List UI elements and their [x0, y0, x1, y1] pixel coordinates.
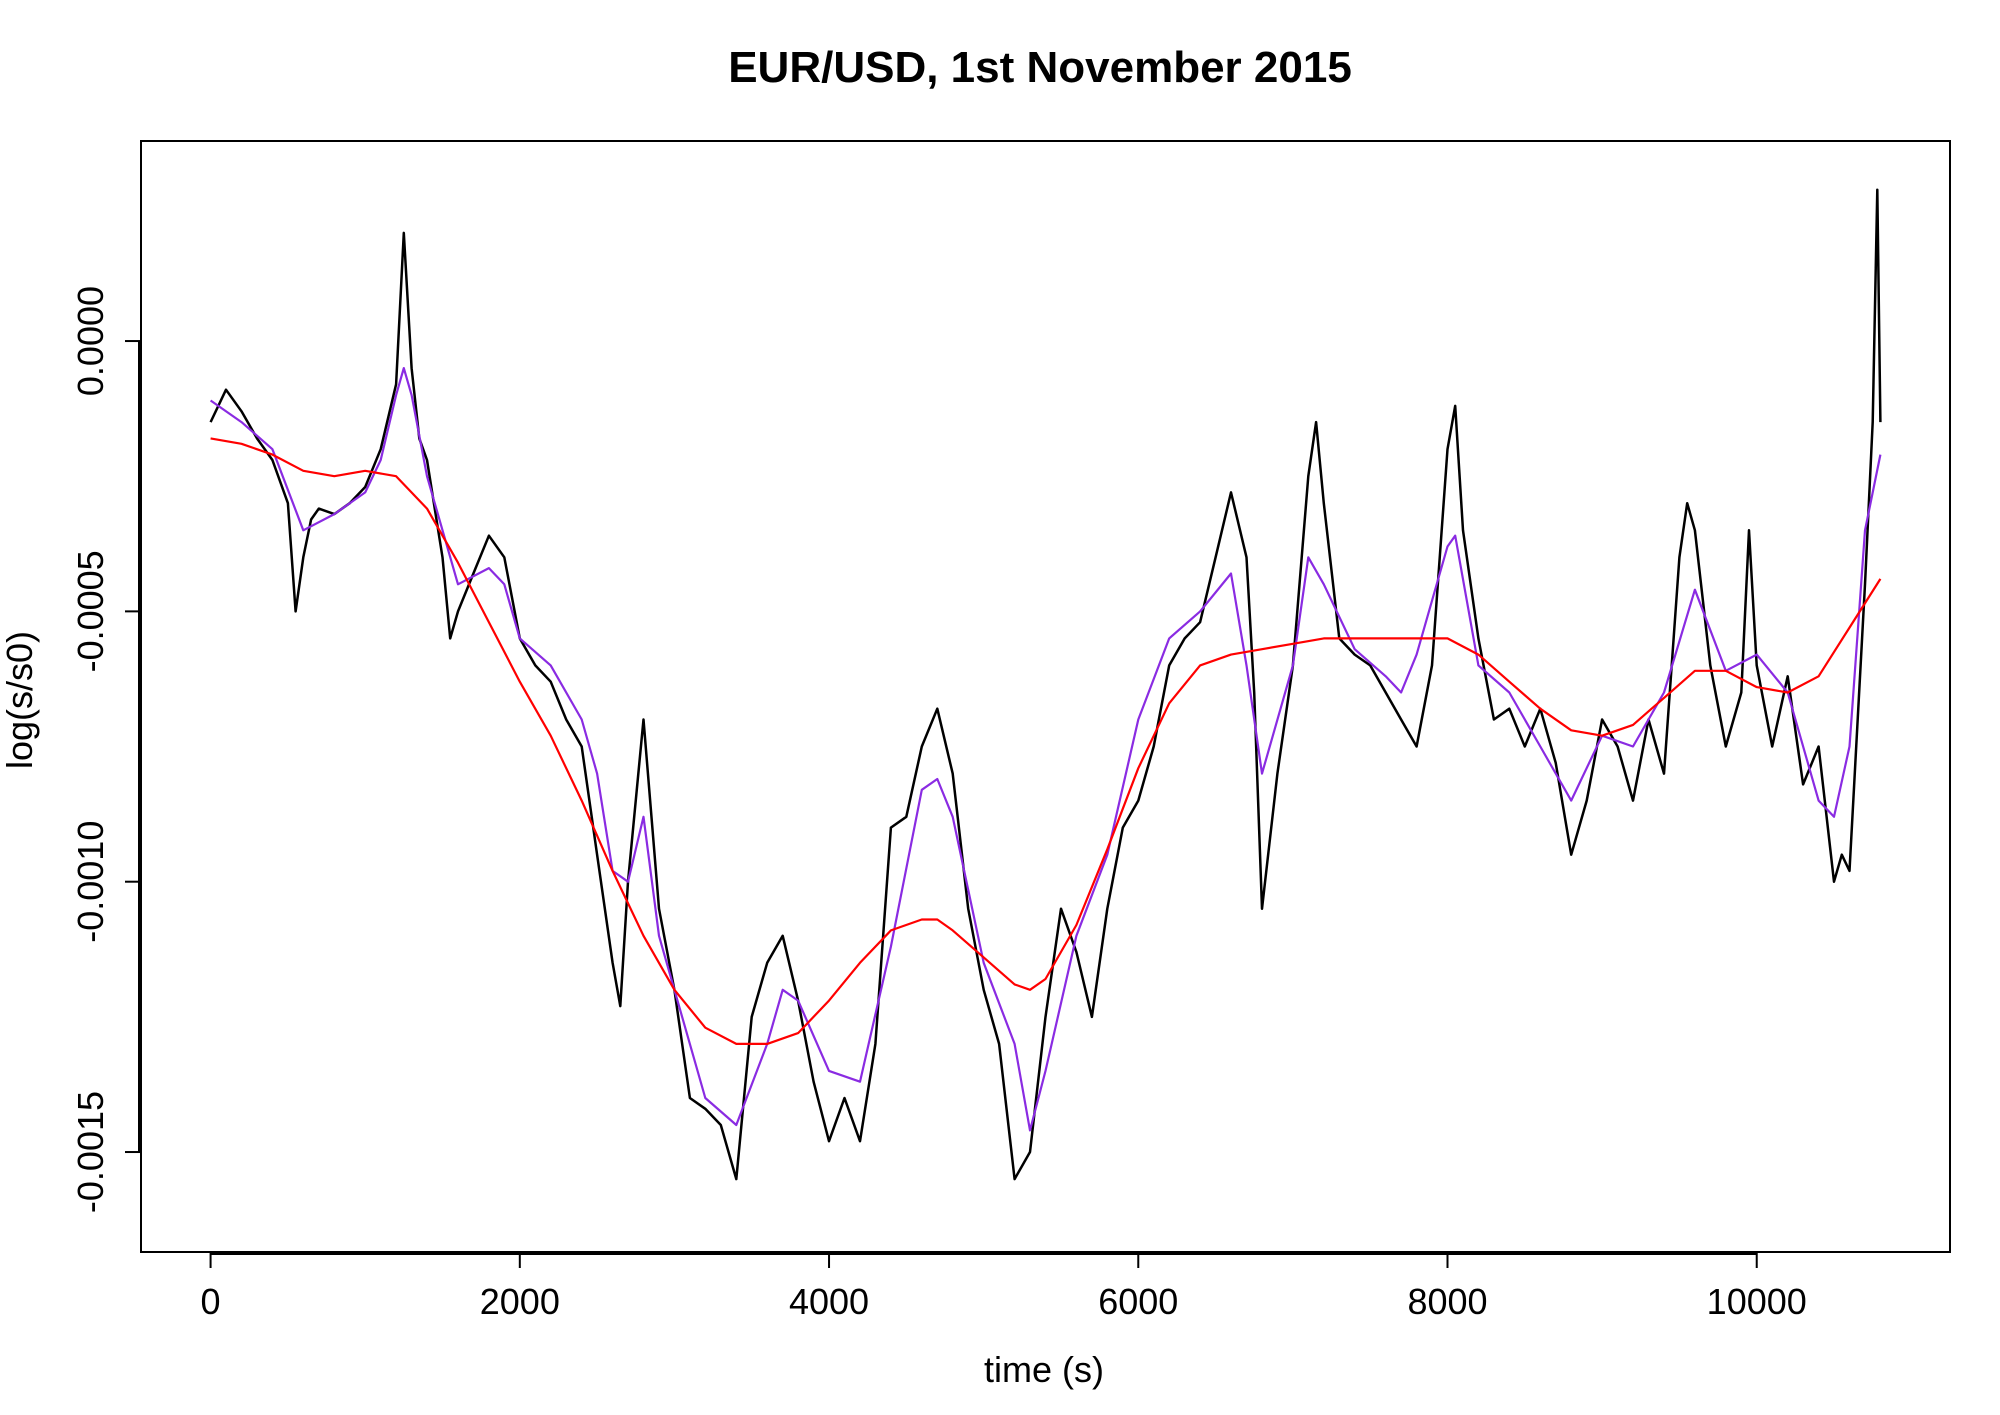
x-tick-label: 8000	[1407, 1281, 1487, 1322]
y-tick-label: -0.0010	[70, 821, 111, 943]
x-tick-label: 2000	[480, 1281, 560, 1322]
x-tick-label: 10000	[1707, 1281, 1807, 1322]
y-tick-label: 0.0000	[70, 286, 111, 396]
x-axis-label: time (s)	[984, 1349, 1104, 1390]
y-axis: 0.0000 -0.0005 -0.0010 -0.0015	[70, 286, 141, 1213]
y-tick-label: -0.0005	[70, 550, 111, 672]
series-layer	[209, 188, 1882, 1181]
series-line-2	[210, 437, 1882, 1046]
x-tick-label: 4000	[789, 1281, 869, 1322]
series-line-1	[209, 367, 1882, 1132]
plot-frame	[140, 140, 1951, 1253]
x-tick-label: 6000	[1098, 1281, 1178, 1322]
y-tick-label: -0.0015	[70, 1091, 111, 1213]
chart-title: EUR/USD, 1st November 2015	[728, 43, 1352, 92]
series-line-0	[209, 188, 1882, 1181]
x-tick-label: 0	[201, 1281, 221, 1322]
x-axis: 0 2000 4000 6000 8000 10000	[201, 1252, 1807, 1322]
y-axis-label: log(s/s0)	[0, 631, 40, 769]
